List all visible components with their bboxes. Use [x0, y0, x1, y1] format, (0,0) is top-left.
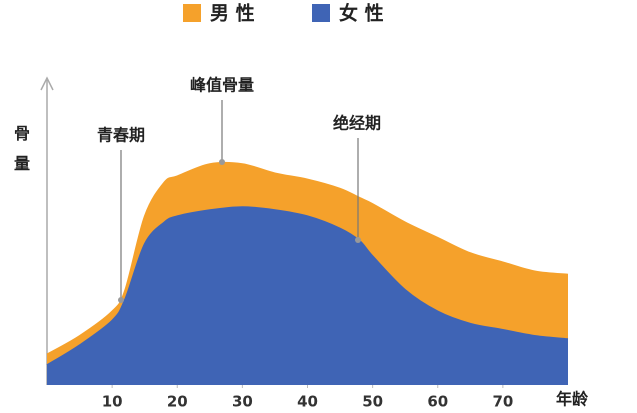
y-axis-arrow [40, 76, 54, 91]
area-line [46, 206, 569, 366]
x-tick-label: 30 [232, 393, 253, 411]
area-fill [47, 206, 568, 385]
y-axis-label-char: 量 [14, 154, 30, 173]
annotation: 绝经期 [333, 114, 381, 133]
annotation-dot [118, 297, 124, 303]
legend-swatch [183, 4, 201, 22]
x-axis-label: 年龄 [556, 390, 589, 409]
annotation-dot [219, 159, 225, 165]
y-axis-label: 骨量 [14, 124, 30, 173]
legend-label: 女 性 [339, 2, 384, 25]
x-tick-label: 10 [102, 393, 123, 411]
x-tick-label: 20 [167, 393, 188, 411]
x-tick-label: 50 [362, 393, 383, 411]
areas [46, 161, 569, 385]
annotation: 峰值骨量 [190, 76, 254, 95]
annotation: 青春期 [97, 126, 145, 145]
x-tick-label: 60 [427, 393, 448, 411]
x-tick-label: 40 [297, 393, 318, 411]
annotation-dot [355, 237, 361, 243]
area-line [46, 161, 569, 355]
legend-swatch [312, 4, 330, 22]
legend-label: 男 性 [210, 2, 255, 25]
y-axis-label-char: 骨 [14, 124, 30, 143]
x-tick-label: 70 [492, 393, 513, 411]
